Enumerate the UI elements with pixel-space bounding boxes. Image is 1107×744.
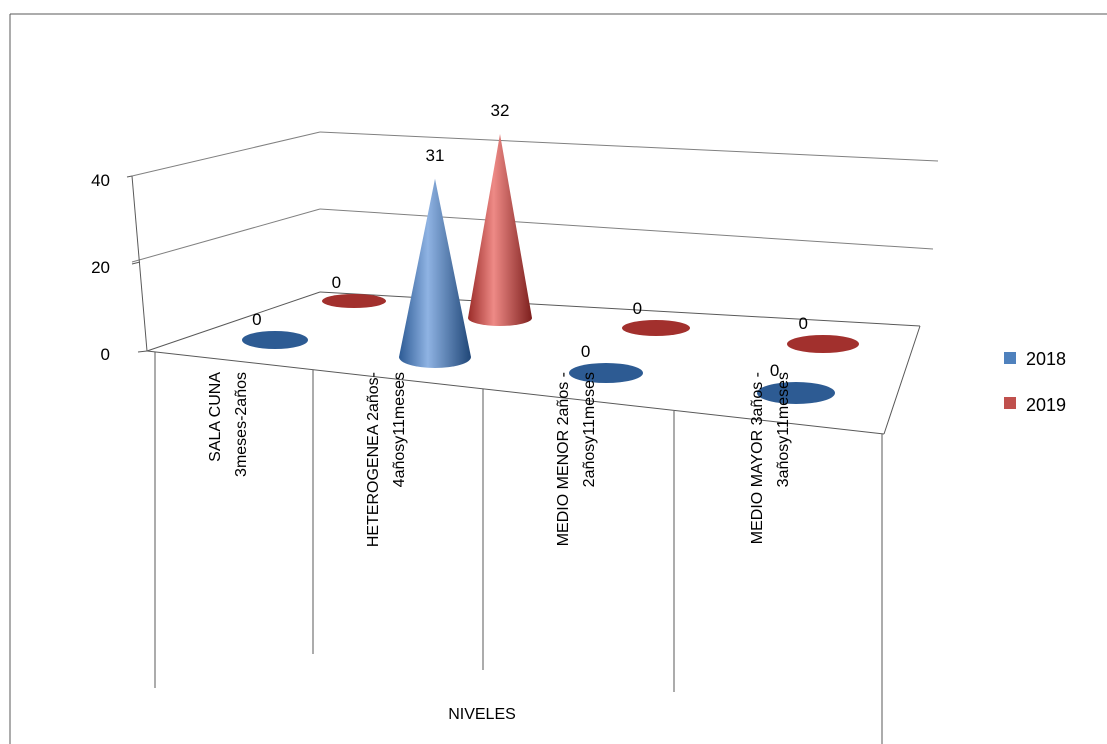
gridlines: [131, 131, 939, 263]
y-tick-20: [131, 261, 141, 265]
y-tick-0: [137, 350, 148, 353]
floor-front-edge: [146, 350, 885, 435]
data-label-2019-0: 0: [332, 273, 341, 292]
chart-frame: [9, 13, 1107, 744]
cone-base-2018-2: [569, 363, 643, 383]
cone-marks: [242, 134, 859, 404]
cone-base-2019-3: [787, 335, 859, 353]
y-tick-label: 0: [101, 345, 110, 364]
data-label-2018-2: 0: [581, 342, 590, 361]
data-labels: 0 32 0 0 0 31 0 0: [252, 101, 808, 380]
legend-swatch-2018: [1004, 352, 1016, 364]
x-axis-title: NIVELES: [448, 706, 516, 723]
data-label-2018-1: 31: [426, 146, 445, 165]
cone-base-2019-2: [622, 320, 690, 336]
category-label-3-1: 3añosy11meses: [775, 372, 792, 487]
data-label-2019-2: 0: [633, 299, 642, 318]
y-tick-label: 40: [91, 171, 110, 190]
gridline-20-back: [319, 208, 934, 250]
legend-label-2018: 2018: [1026, 349, 1066, 369]
category-label-1-0: HETEROGENEA 2años-: [365, 372, 382, 547]
category-labels: SALA CUNA 3meses-2años HETEROGENEA 2años- 4…: [207, 372, 792, 548]
gridline-40-back: [319, 131, 939, 162]
legend-swatch-2019: [1004, 397, 1016, 409]
y-axis: [131, 175, 148, 352]
cone-2018-1: [399, 178, 471, 368]
legend: 2018 2019: [1004, 349, 1066, 415]
category-label-1-1: 4añosy11meses: [391, 372, 408, 487]
floor-right-edge: [883, 325, 921, 435]
cone-base-2018-0: [242, 331, 308, 349]
data-label-2018-3: 0: [770, 361, 779, 380]
cone-base-2019-0: [322, 294, 386, 308]
category-label-3-0: MEDIO MAYOR 3años -: [749, 372, 766, 544]
y-tick-labels: 0 20 40: [91, 171, 110, 364]
category-label-0-0: SALA CUNA: [207, 372, 224, 462]
category-label-2-0: MEDIO MENOR 2años -: [555, 372, 572, 546]
cone-2019-1: [468, 134, 532, 326]
category-label-2-1: 2añosy11meses: [581, 372, 598, 487]
category-dividers: [154, 352, 883, 744]
data-label-2019-1: 32: [491, 101, 510, 120]
category-label-0-1: 3meses-2años: [233, 372, 250, 477]
y-tick-40: [126, 175, 133, 178]
gridline-20: [131, 208, 321, 263]
gridline-40: [131, 131, 321, 177]
floor-left-edge: [146, 291, 321, 352]
legend-label-2019: 2019: [1026, 395, 1066, 415]
data-label-2019-3: 0: [798, 314, 807, 333]
cone-base-2018-3: [757, 382, 835, 404]
y-tick-label: 20: [91, 258, 110, 277]
data-label-2018-0: 0: [252, 310, 261, 329]
